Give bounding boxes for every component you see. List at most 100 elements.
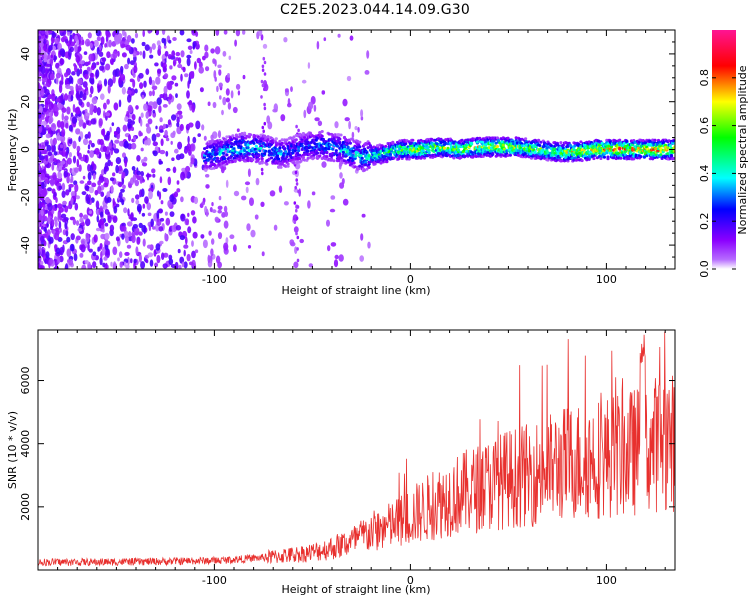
heat-noise-cell — [58, 206, 64, 213]
heat-noise-cell — [143, 80, 147, 88]
heat-noise-cell — [357, 126, 360, 133]
heat-streak-cell — [263, 102, 266, 107]
heat-noise-cell — [185, 165, 191, 173]
heat-noise-cell — [260, 34, 264, 41]
heat-noise-cell — [75, 195, 81, 200]
heat-noise-cell — [103, 256, 108, 261]
heat-noise-cell — [39, 265, 45, 269]
heat-noise-cell — [195, 120, 201, 130]
heat-noise-cell — [46, 78, 52, 88]
heat-noise-cell — [38, 49, 41, 55]
heat-noise-cell — [133, 227, 140, 236]
heat-noise-cell — [168, 258, 174, 265]
heat-noise-cell — [89, 42, 93, 49]
heat-noise-cell — [213, 70, 217, 79]
heat-noise-cell — [314, 117, 320, 122]
heat-ridge-cell — [421, 139, 425, 143]
heat-noise-cell — [111, 122, 115, 127]
heat-ridge-cell — [444, 142, 448, 145]
heat-noise-cell — [122, 184, 126, 190]
heat-noise-cell — [39, 41, 44, 48]
heat-noise-cell — [61, 190, 66, 198]
heat-ridge-cell — [203, 147, 207, 151]
heat-noise-cell — [120, 65, 124, 73]
heat-noise-cell — [223, 30, 228, 35]
heat-noise-cell — [190, 157, 195, 165]
heat-noise-cell — [81, 264, 87, 269]
heat-noise-cell — [171, 75, 177, 81]
heat-ridge-cell — [251, 147, 255, 151]
colorbar-tick-label: 0.0 — [698, 260, 711, 278]
heat-ridge-cell — [284, 164, 288, 168]
heat-noise-cell — [144, 196, 149, 204]
heat-ridge-cell — [642, 155, 647, 159]
heat-noise-cell — [218, 195, 222, 201]
heat-noise-cell — [93, 234, 98, 243]
heat-ridge-cell — [525, 143, 529, 147]
heat-noise-cell — [131, 142, 137, 150]
heat-ridge-cell — [274, 137, 278, 141]
heat-noise-cell — [126, 256, 130, 266]
heat-ridge-cell — [645, 154, 649, 158]
heat-noise-cell — [132, 73, 136, 78]
x-tick-label: -100 — [202, 574, 227, 587]
heat-noise-cell — [110, 261, 113, 267]
heat-noise-cell — [58, 30, 65, 33]
heat-noise-cell — [82, 154, 86, 162]
heat-noise-cell — [164, 50, 169, 57]
heat-noise-cell — [90, 64, 95, 71]
heat-noise-cell — [84, 260, 89, 265]
heat-noise-cell — [342, 198, 349, 206]
heat-noise-cell — [127, 122, 131, 129]
heat-noise-cell — [151, 133, 157, 142]
heat-noise-cell — [367, 241, 371, 249]
heat-noise-cell — [184, 218, 190, 224]
heat-noise-cell — [192, 43, 196, 50]
heat-noise-cell — [247, 245, 252, 249]
heat-noise-cell — [118, 99, 122, 108]
heat-noise-cell — [217, 64, 222, 69]
heat-noise-cell — [193, 196, 199, 205]
heat-noise-cell — [127, 112, 130, 117]
heat-noise-cell — [311, 191, 316, 196]
heat-noise-cell — [95, 69, 100, 78]
heat-ridge-cell — [668, 144, 672, 148]
heat-noise-cell — [198, 61, 203, 69]
heat-noise-cell — [140, 147, 144, 152]
heat-noise-cell — [65, 151, 68, 159]
heat-noise-cell — [97, 180, 102, 186]
heat-ridge-cell — [297, 149, 301, 153]
heat-ridge-cell — [371, 158, 375, 162]
heat-ridge-cell — [223, 144, 227, 148]
heat-noise-cell — [176, 180, 180, 185]
heat-noise-cell — [249, 197, 254, 206]
heat-ridge-cell — [233, 158, 237, 162]
heat-noise-cell — [90, 118, 97, 125]
heat-ridge-cell — [299, 159, 303, 163]
heat-ridge-cell — [253, 147, 257, 151]
heat-noise-cell — [223, 220, 229, 229]
heat-noise-cell — [105, 63, 111, 71]
heat-ridge-cell — [265, 162, 269, 166]
heat-noise-cell — [202, 55, 206, 61]
heat-noise-cell — [189, 71, 194, 79]
heat-ridge-cell — [212, 142, 216, 146]
heat-noise-cell — [114, 139, 120, 144]
heat-noise-cell — [139, 175, 143, 184]
heat-noise-cell — [82, 214, 89, 220]
y-tick-label: 0 — [19, 146, 32, 153]
heat-noise-cell — [112, 198, 115, 206]
heat-noise-cell — [48, 118, 52, 125]
heat-noise-cell — [191, 240, 194, 247]
heat-streak-cell — [295, 208, 298, 213]
heat-noise-cell — [41, 181, 45, 189]
heat-noise-cell — [215, 255, 221, 264]
heat-noise-cell — [84, 134, 89, 139]
heat-streak-cell — [296, 235, 300, 240]
heat-ridge-cell — [210, 154, 214, 158]
heat-noise-cell — [218, 82, 223, 88]
heat-noise-cell — [122, 124, 128, 132]
heat-noise-cell — [139, 189, 143, 198]
heat-noise-cell — [98, 51, 104, 57]
heat-ridge-cell — [290, 156, 294, 159]
